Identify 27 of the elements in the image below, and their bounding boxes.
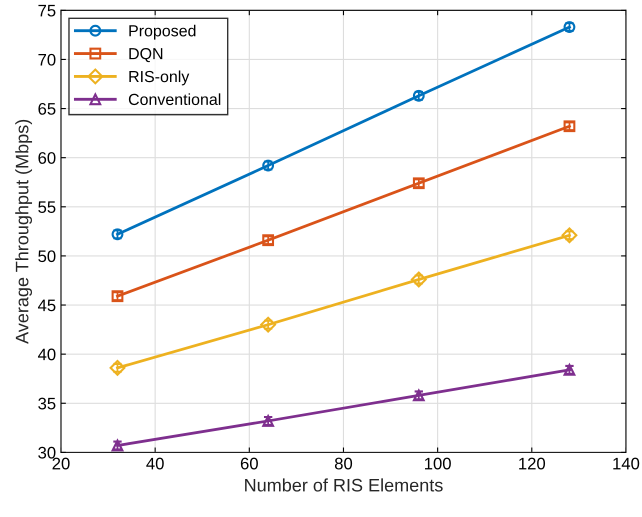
y-axis-title: Average Throughput (Mbps) [15,120,32,344]
y-tick-label: 30 [38,446,56,459]
y-tick-label: 55 [38,201,56,214]
y-tick-label: 40 [38,348,56,360]
y-tick-label: 45 [38,300,56,312]
x-tick-label: 100 [425,458,451,470]
point [260,316,276,333]
legend-label: RIS-only [129,70,190,86]
x-tick-label: 20 [52,458,70,470]
legend-label: Proposed [129,24,196,40]
x-tick-label: 140 [613,458,640,470]
y-tick-label: 35 [38,398,56,410]
y-tick-label: 75 [38,4,56,17]
x-tick-label: 60 [240,458,258,470]
legend-label: DQN [129,48,162,62]
x-tick-label: 120 [519,458,546,470]
x-tick-label: 40 [146,458,164,470]
point [110,360,126,376]
x-tick-label: 80 [334,458,352,470]
point [410,272,427,288]
legend-label: Conventional [128,93,220,106]
y-tick-label: 70 [38,54,56,66]
y-tick-label: 65 [38,102,56,115]
point [562,227,578,244]
y-tick-label: 50 [38,250,56,262]
x-axis-title: Number of RIS Elements [245,478,443,492]
y-tick-label: 60 [38,152,56,164]
